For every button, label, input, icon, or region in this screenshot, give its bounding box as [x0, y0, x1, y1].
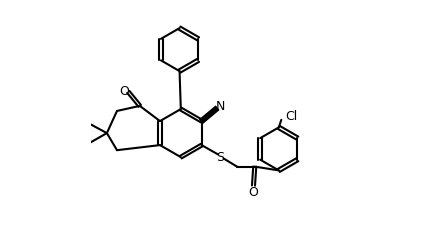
Text: N: N — [215, 100, 225, 112]
Text: O: O — [248, 185, 258, 198]
Text: O: O — [118, 85, 128, 98]
Text: S: S — [216, 150, 224, 163]
Text: Cl: Cl — [284, 109, 297, 122]
